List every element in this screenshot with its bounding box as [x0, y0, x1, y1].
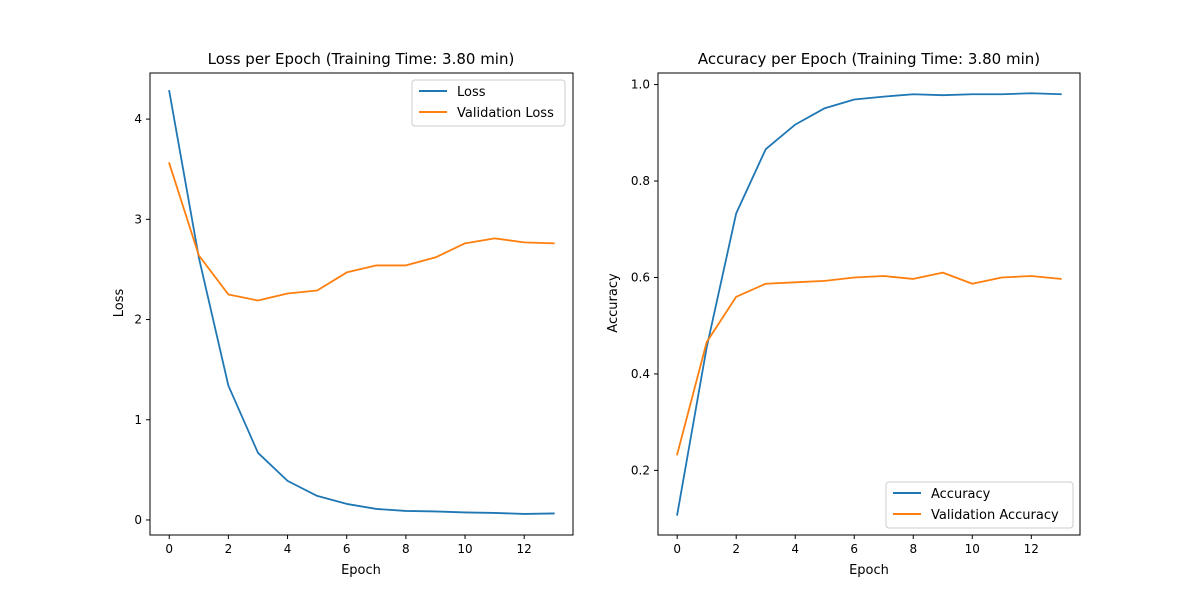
legend-label-loss: Loss	[457, 85, 486, 100]
accuracy-chart-ylabel: Accuracy	[606, 273, 621, 333]
loss-chart-ylabel: Loss	[112, 289, 127, 318]
loss-y-tick-label: 1	[134, 413, 142, 427]
loss-x-tick-label: 2	[225, 542, 233, 556]
loss-y-tick-label: 0	[134, 513, 142, 527]
legend-label-validation-loss: Validation Loss	[457, 106, 554, 121]
series-line-validation-accuracy	[676, 271, 1062, 456]
loss-y-tick-label: 3	[134, 212, 142, 226]
accuracy-y-tick-label: 1.0	[631, 78, 650, 92]
loss-x-tick-label: 0	[165, 542, 173, 556]
accuracy-chart-title: Accuracy per Epoch (Training Time: 3.80 …	[698, 50, 1040, 68]
loss-y-tick-label: 4	[134, 112, 142, 126]
loss-chart-xlabel: Epoch	[341, 563, 381, 578]
accuracy-chart-panel: Accuracy per Epoch (Training Time: 3.80 …	[606, 50, 1081, 578]
legend-label-validation-accuracy: Validation Accuracy	[931, 508, 1059, 523]
series-line-validation-loss	[168, 162, 555, 302]
accuracy-plot-layer: 0 2 4 6 8 10 12 0.2 0.4 0.6 0.8 1.0	[631, 78, 1062, 556]
loss-x-tick-label: 12	[517, 542, 532, 556]
loss-chart-panel: Loss per Epoch (Training Time: 3.80 min)…	[112, 50, 574, 578]
accuracy-x-tick-label: 8	[909, 542, 917, 556]
loss-plot-frame	[149, 72, 574, 536]
legend-box	[411, 79, 566, 127]
accuracy-chart-legend: Accuracy Validation Accuracy	[885, 481, 1074, 529]
loss-x-tick-label: 6	[343, 542, 351, 556]
accuracy-x-tick-label: 0	[673, 542, 681, 556]
loss-chart-title: Loss per Epoch (Training Time: 3.80 min)	[208, 50, 515, 68]
series-line-loss	[168, 89, 555, 515]
accuracy-plot-frame	[657, 72, 1081, 536]
loss-x-tick-label: 8	[402, 542, 410, 556]
series-line-accuracy	[676, 92, 1062, 516]
accuracy-y-tick-label: 0.2	[631, 463, 650, 477]
loss-x-tick-label: 10	[457, 542, 472, 556]
legend-label-accuracy: Accuracy	[931, 487, 991, 502]
accuracy-y-tick-label: 0.4	[631, 367, 650, 381]
accuracy-x-tick-label: 6	[850, 542, 858, 556]
accuracy-x-tick-label: 12	[1024, 542, 1039, 556]
accuracy-x-tick-label: 2	[732, 542, 740, 556]
loss-y-tick-label: 2	[134, 313, 142, 327]
loss-x-tick-label: 4	[284, 542, 292, 556]
loss-chart-legend: Loss Validation Loss	[411, 79, 566, 127]
accuracy-y-tick-label: 0.8	[631, 174, 650, 188]
accuracy-x-tick-label: 10	[965, 542, 980, 556]
legend-box	[885, 481, 1074, 529]
accuracy-chart-xlabel: Epoch	[849, 563, 889, 578]
accuracy-y-tick-label: 0.6	[631, 270, 650, 284]
accuracy-x-tick-label: 4	[791, 542, 799, 556]
